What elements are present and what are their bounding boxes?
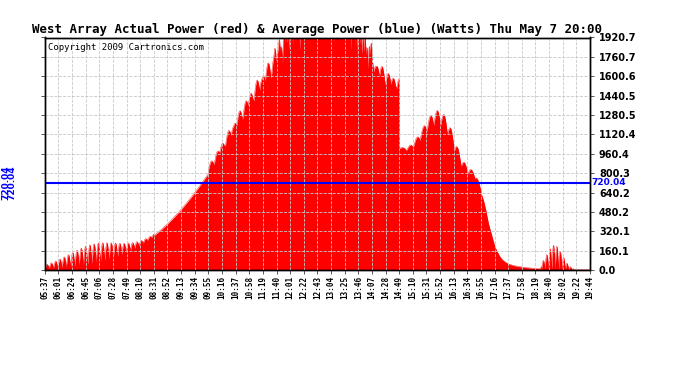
Text: 720.04: 720.04 [8,165,17,200]
Text: 720.04: 720.04 [1,165,10,200]
Text: Copyright 2009 Cartronics.com: Copyright 2009 Cartronics.com [48,44,204,52]
Text: 720.04: 720.04 [591,178,626,188]
Title: West Array Actual Power (red) & Average Power (blue) (Watts) Thu May 7 20:00: West Array Actual Power (red) & Average … [32,23,602,36]
